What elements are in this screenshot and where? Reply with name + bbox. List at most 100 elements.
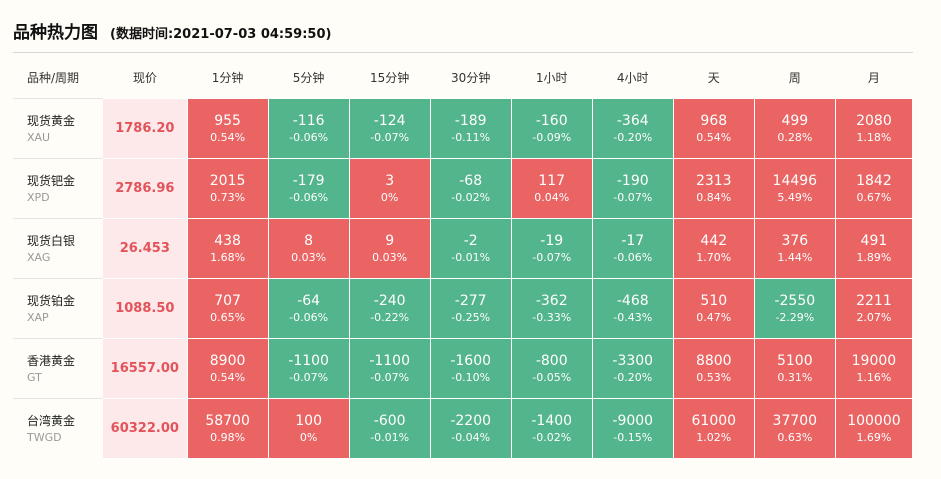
heat-cell-4hour[interactable]: -9000 -0.15%: [591, 398, 674, 459]
heat-cell-5min[interactable]: -64 -0.06%: [267, 278, 350, 339]
heat-cell-week[interactable]: 499 0.28%: [753, 98, 836, 159]
heat-cell-1min[interactable]: 955 0.54%: [186, 98, 269, 159]
change-percent: 0.54%: [210, 371, 246, 384]
instrument-cell[interactable]: 现货铂金 XAP: [13, 278, 104, 339]
instrument-cell[interactable]: 香港黄金 GT: [13, 338, 104, 399]
heat-cell-15min[interactable]: -1100 -0.07%: [348, 338, 431, 399]
heat-cell-15min[interactable]: -124 -0.07%: [348, 98, 431, 159]
heat-cell-5min[interactable]: -179 -0.06%: [267, 158, 350, 219]
heat-cell-15min[interactable]: 3 0%: [348, 158, 431, 219]
heat-cell-day[interactable]: 2313 0.84%: [672, 158, 755, 219]
column-header-week: 周: [788, 70, 801, 85]
change-percent: 0.98%: [210, 431, 246, 444]
change-value: -2550: [774, 293, 816, 309]
change-percent: 0%: [299, 431, 318, 444]
heat-cell-4hour[interactable]: -468 -0.43%: [591, 278, 674, 339]
instrument-cell[interactable]: 现货黄金 XAU: [13, 98, 104, 159]
change-percent: -0.33%: [532, 311, 572, 324]
heat-cell-1min[interactable]: 58700 0.98%: [186, 398, 269, 459]
heat-cell-day[interactable]: 968 0.54%: [672, 98, 755, 159]
change-percent: 0.04%: [534, 191, 570, 204]
change-value: 1842: [856, 173, 892, 189]
table-row[interactable]: 现货铂金 XAP 1088.50 707 0.65% -64 -0.06% -240 -0.22…: [13, 278, 914, 339]
heat-cell-1hour[interactable]: -362 -0.33%: [510, 278, 593, 339]
heat-cell-30min[interactable]: -189 -0.11%: [429, 98, 512, 159]
heat-cell-5min[interactable]: 100 0%: [267, 398, 350, 459]
change-percent: -0.07%: [370, 131, 410, 144]
heat-cell-30min[interactable]: -68 -0.02%: [429, 158, 512, 219]
heat-cell-30min[interactable]: -2200 -0.04%: [429, 398, 512, 459]
heat-cell-week[interactable]: 14496 5.49%: [753, 158, 836, 219]
instrument-cell[interactable]: 现货钯金 XPD: [13, 158, 104, 219]
heat-cell-1hour[interactable]: -800 -0.05%: [510, 338, 593, 399]
heat-cell-week[interactable]: 5100 0.31%: [753, 338, 836, 399]
instrument-name: 现货钯金: [27, 173, 76, 188]
change-percent: 0.47%: [696, 311, 732, 324]
heat-cell-5min[interactable]: -1100 -0.07%: [267, 338, 350, 399]
heat-cell-1min[interactable]: 8900 0.54%: [186, 338, 269, 399]
heat-cell-1min[interactable]: 438 1.68%: [186, 218, 269, 279]
heat-cell-4hour[interactable]: -190 -0.07%: [591, 158, 674, 219]
heat-cell-week[interactable]: -2550 -2.29%: [753, 278, 836, 339]
current-price: 60322.00: [103, 398, 188, 459]
heat-cell-5min[interactable]: -116 -0.06%: [267, 98, 350, 159]
change-value: -240: [373, 293, 406, 309]
table-row[interactable]: 香港黄金 GT 16557.00 8900 0.54% -1100 -0.07% -1100-…: [13, 338, 914, 399]
change-value: 3: [385, 173, 395, 189]
change-percent: -0.05%: [532, 371, 572, 384]
heat-cell-week[interactable]: 37700 0.63%: [753, 398, 836, 459]
heat-cell-month[interactable]: 1842 0.67%: [834, 158, 914, 219]
table-row[interactable]: 现货黄金 XAU 1786.20 955 0.54% -116 -0.06% -124 -0.0…: [13, 98, 914, 159]
change-percent: 0.31%: [777, 371, 813, 384]
instrument-cell[interactable]: 现货白银 XAG: [13, 218, 104, 279]
heat-cell-1hour[interactable]: -1400 -0.02%: [510, 398, 593, 459]
heat-cell-day[interactable]: 442 1.70%: [672, 218, 755, 279]
heat-cell-month[interactable]: 19000 1.16%: [834, 338, 914, 399]
heat-cell-30min[interactable]: -2 -0.01%: [429, 218, 512, 279]
heat-cell-15min[interactable]: -600 -0.01%: [348, 398, 431, 459]
change-value: 955: [214, 113, 241, 129]
change-percent: 0.54%: [696, 131, 732, 144]
change-percent: 5.49%: [777, 191, 813, 204]
instrument-code: GT: [27, 370, 42, 384]
heat-cell-1hour[interactable]: 117 0.04%: [510, 158, 593, 219]
table-row[interactable]: 现货钯金 XPD 2786.96 2015 0.73% -179 -0.06% 3 0% -68-…: [13, 158, 914, 219]
heat-cell-1hour[interactable]: -160 -0.09%: [510, 98, 593, 159]
change-value: -1600: [450, 353, 492, 369]
heat-cell-15min[interactable]: -240 -0.22%: [348, 278, 431, 339]
change-percent: 0.53%: [696, 371, 732, 384]
heat-cell-month[interactable]: 491 1.89%: [834, 218, 914, 279]
heat-cell-month[interactable]: 100000 1.69%: [834, 398, 914, 459]
page-header: 品种热力图 (数据时间:2021-07-03 04:59:50): [13, 18, 331, 43]
change-percent: -0.01%: [451, 251, 491, 264]
heat-cell-month[interactable]: 2211 2.07%: [834, 278, 914, 339]
heat-cell-30min[interactable]: -277 -0.25%: [429, 278, 512, 339]
table-row[interactable]: 现货白银 XAG 26.453 438 1.68% 8 0.03% 9 0.03% -2 -0.01…: [13, 218, 914, 279]
change-percent: -0.06%: [289, 131, 329, 144]
heat-cell-15min[interactable]: 9 0.03%: [348, 218, 431, 279]
instrument-cell[interactable]: 台湾黄金 TWGD: [13, 398, 104, 459]
heat-cell-week[interactable]: 376 1.44%: [753, 218, 836, 279]
change-value: -3300: [612, 353, 654, 369]
instrument-code: XAP: [27, 310, 49, 324]
change-value: 8900: [209, 353, 246, 369]
instrument-code: XAU: [27, 130, 51, 144]
heat-cell-4hour[interactable]: -364 -0.20%: [591, 98, 674, 159]
heat-cell-month[interactable]: 2080 1.18%: [834, 98, 914, 159]
heat-cell-day[interactable]: 8800 0.53%: [672, 338, 755, 399]
change-value: -124: [373, 113, 406, 129]
heat-cell-4hour[interactable]: -3300 -0.20%: [591, 338, 674, 399]
heat-cell-day[interactable]: 61000 1.02%: [672, 398, 755, 459]
change-value: -189: [454, 113, 487, 129]
change-value: -800: [535, 353, 568, 369]
heat-cell-30min[interactable]: -1600 -0.10%: [429, 338, 512, 399]
table-row[interactable]: 台湾黄金 TWGD 60322.00 58700 0.98% 100 0% -600 -0.01…: [13, 398, 914, 459]
heat-cell-5min[interactable]: 8 0.03%: [267, 218, 350, 279]
header-row: 品种/周期 现价 1分钟 5分钟 15分钟 30分钟 1小时 4小时 天 周 月: [13, 56, 913, 99]
heat-cell-1min[interactable]: 2015 0.73%: [186, 158, 269, 219]
heat-cell-day[interactable]: 510 0.47%: [672, 278, 755, 339]
heat-cell-1min[interactable]: 707 0.65%: [186, 278, 269, 339]
heat-cell-1hour[interactable]: -19 -0.07%: [510, 218, 593, 279]
change-value: -468: [616, 293, 649, 309]
heat-cell-4hour[interactable]: -17 -0.06%: [591, 218, 674, 279]
